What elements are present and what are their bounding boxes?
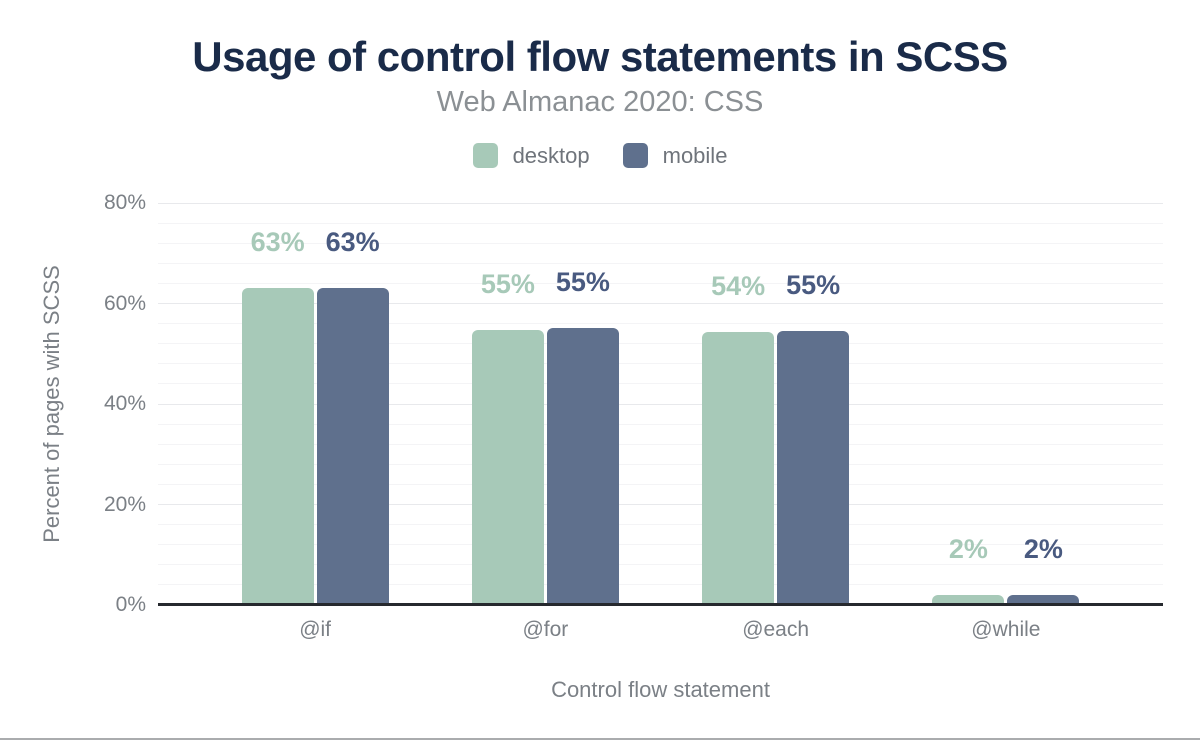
x-axis-line: [158, 603, 1163, 606]
y-tick-0: 0%: [115, 593, 146, 616]
minor-gridline-8: [158, 564, 1163, 566]
bar-mobile-while[interactable]: 2%: [1007, 535, 1080, 605]
minor-gridline-12: [158, 544, 1163, 546]
bar-group-while: 2% 2%: [891, 203, 1121, 605]
major-gridline-80: [158, 202, 1163, 204]
bar-desktop-for[interactable]: 55%: [471, 270, 544, 605]
major-gridline-40: [158, 403, 1163, 405]
bar-value-mobile-each: 55%: [786, 270, 841, 301]
legend-swatch-mobile: [622, 143, 648, 168]
bar-desktop-if[interactable]: 63%: [241, 229, 314, 605]
minor-gridline-44: [158, 383, 1163, 385]
bar-value-desktop-while: 2%: [948, 533, 988, 564]
x-tick-each: @each: [742, 618, 810, 641]
bar-group-for: 55% 55%: [430, 203, 660, 605]
bars-row: 63% 63% 55% 55% 54% 55% 2% 2%: [200, 203, 1121, 605]
minor-gridline-24: [158, 483, 1163, 485]
bar-value-desktop-for: 55%: [480, 268, 535, 299]
bar-value-mobile-while: 2%: [1023, 533, 1063, 564]
bar-mobile-if[interactable]: 63%: [316, 229, 389, 605]
chart-legend: desktop mobile: [0, 143, 1200, 168]
minor-gridline-76: [158, 222, 1163, 224]
page-divider: [0, 738, 1200, 740]
bar-group-if: 63% 63%: [200, 203, 430, 605]
bar-value-mobile-for: 55%: [555, 266, 610, 297]
y-tick-60: 60%: [103, 291, 146, 315]
minor-gridline-36: [158, 423, 1163, 425]
bar-group-each: 54% 55%: [661, 203, 891, 605]
minor-gridline-64: [158, 282, 1163, 284]
x-tick-for: @for: [522, 618, 569, 641]
minor-gridline-16: [158, 524, 1163, 526]
legend-label-desktop: desktop: [512, 142, 590, 168]
minor-gridline-4: [158, 584, 1163, 586]
plot-area: 63% 63% 55% 55% 54% 55% 2% 2%: [158, 202, 1163, 606]
minor-gridline-32: [158, 443, 1163, 445]
major-gridline-20: [158, 504, 1163, 505]
x-axis-title: Control flow statement: [551, 677, 770, 702]
x-tick-while: @while: [971, 618, 1041, 641]
minor-gridline-28: [158, 463, 1163, 465]
bar-mobile-each[interactable]: 55%: [777, 272, 850, 605]
bar-value-desktop-if: 63%: [250, 227, 305, 258]
legend-swatch-desktop: [472, 143, 498, 168]
y-tick-80: 80%: [103, 191, 146, 214]
minor-gridline-72: [158, 242, 1163, 244]
minor-gridline-52: [158, 343, 1163, 345]
bar-value-desktop-each: 54%: [711, 271, 766, 302]
major-gridline-60: [158, 303, 1163, 304]
x-tick-if: @if: [299, 618, 332, 641]
minor-gridline-68: [158, 262, 1163, 264]
chart-title: Usage of control flow statements in SCSS: [192, 33, 1008, 80]
y-tick-40: 40%: [103, 392, 146, 415]
chart-subtitle: Web Almanac 2020: CSS: [436, 86, 764, 118]
legend-item-mobile[interactable]: mobile: [622, 142, 728, 169]
minor-gridline-48: [158, 363, 1163, 365]
legend-item-desktop[interactable]: desktop: [472, 142, 590, 169]
legend-label-mobile: mobile: [662, 142, 728, 168]
bar-mobile-for[interactable]: 55%: [546, 268, 619, 605]
bar-value-mobile-if: 63%: [325, 227, 380, 258]
minor-gridline-56: [158, 323, 1163, 325]
bar-desktop-each[interactable]: 54%: [702, 273, 775, 605]
y-tick-20: 20%: [103, 492, 146, 516]
bar-desktop-while[interactable]: 2%: [932, 535, 1005, 605]
